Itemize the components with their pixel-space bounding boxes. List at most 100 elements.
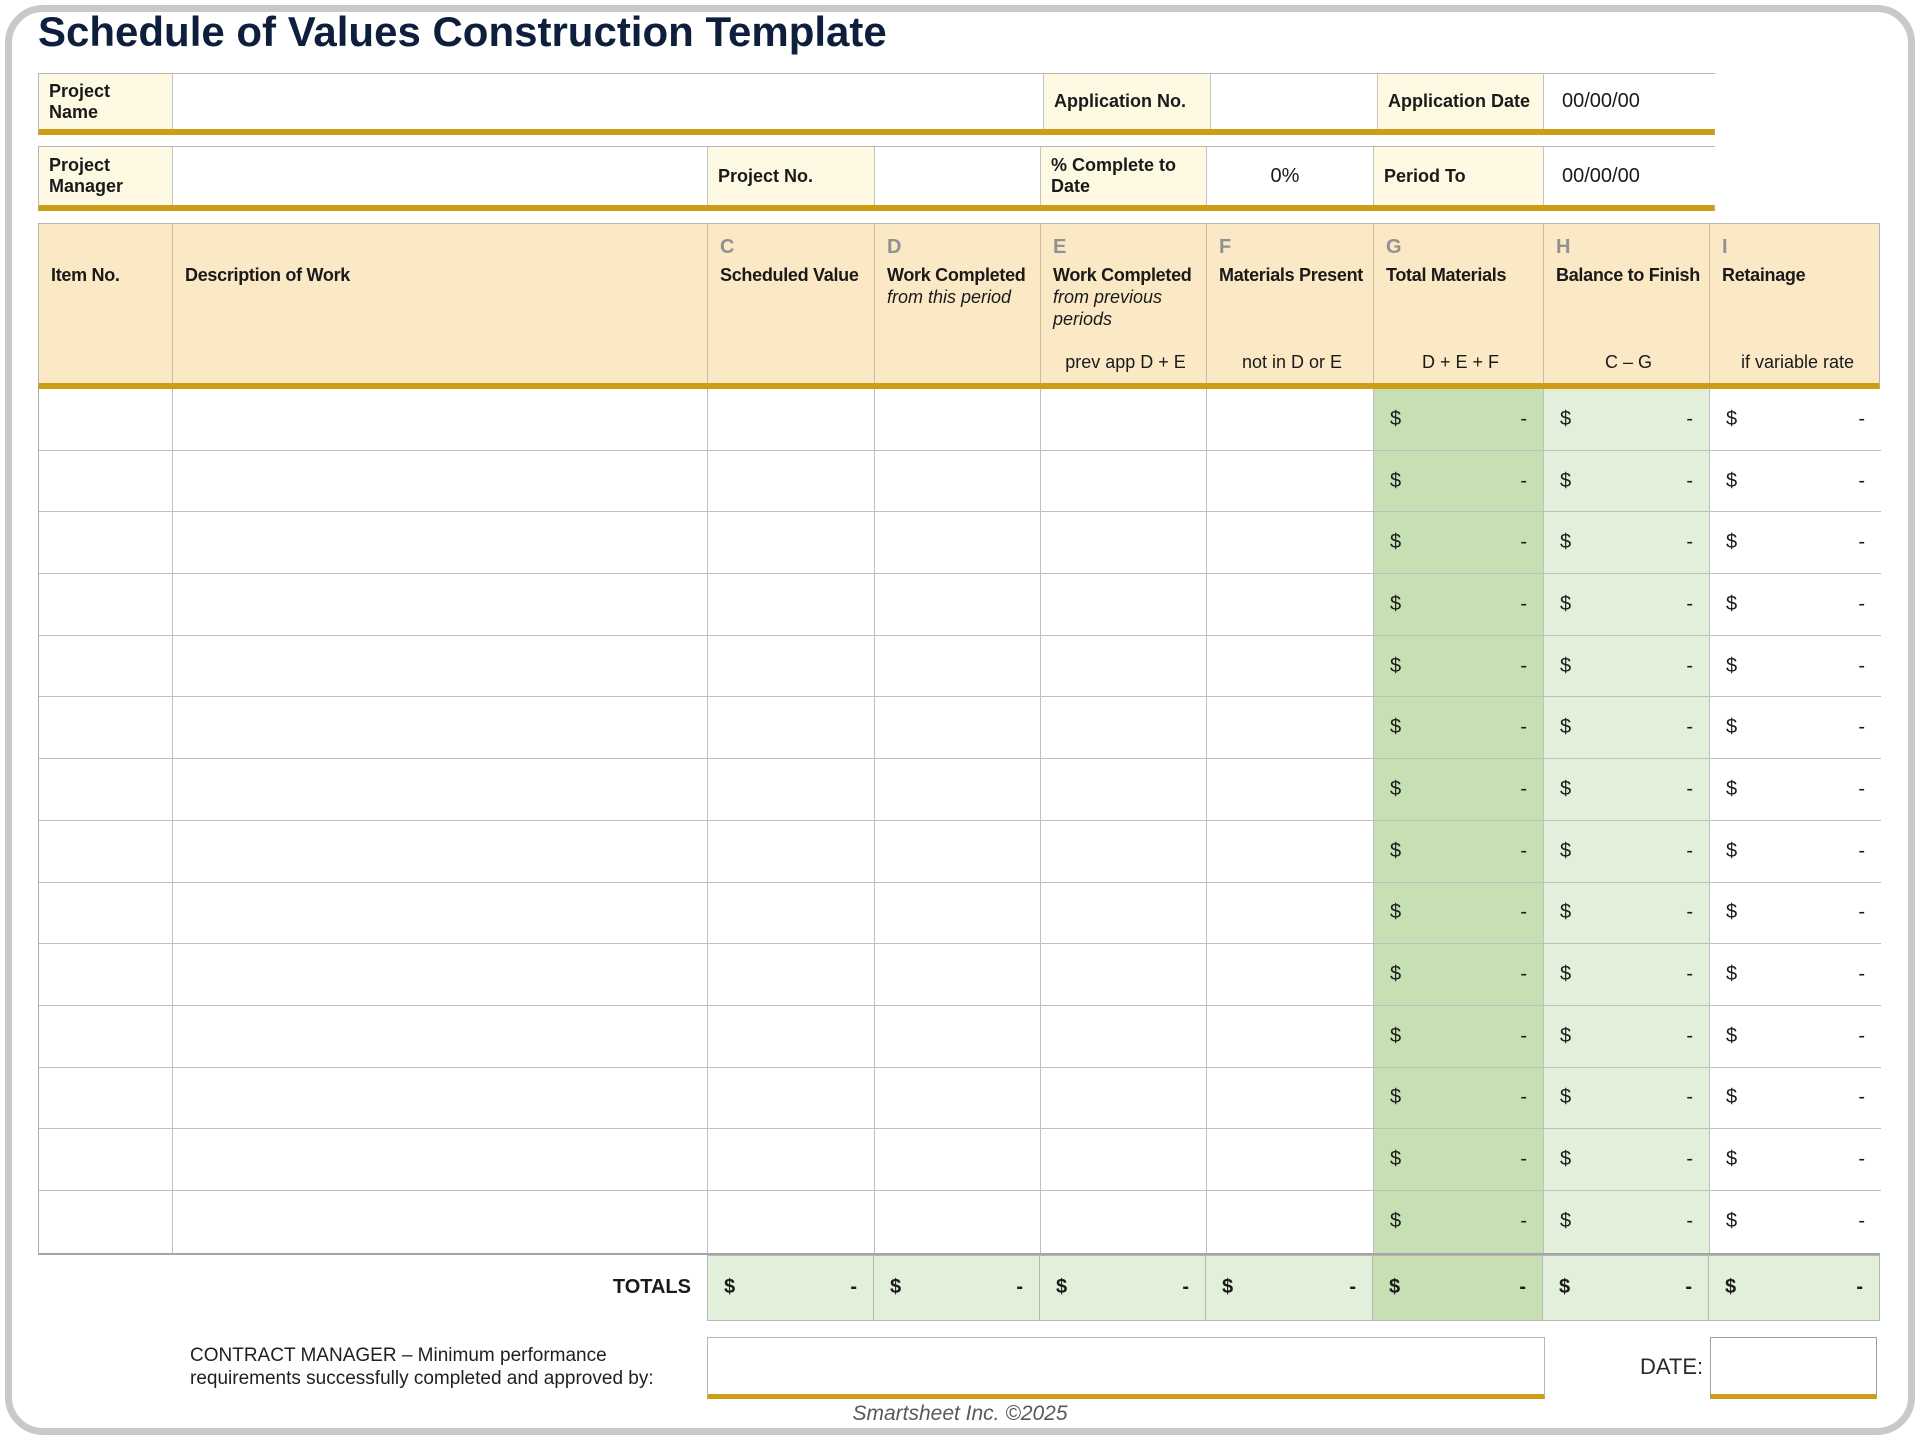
input-cell-item-no[interactable]	[39, 1129, 173, 1191]
input-cell-work-completed-prev[interactable]	[1041, 512, 1207, 575]
input-cell-work-completed-prev[interactable]	[1041, 450, 1207, 513]
input-cell-materials-present[interactable]	[1207, 1005, 1374, 1068]
application-date-field[interactable]: 00/00/00	[1544, 74, 1716, 129]
input-cell-work-completed-this[interactable]	[875, 1005, 1041, 1068]
input-cell-materials-present[interactable]	[1207, 512, 1374, 575]
input-cell-item-no[interactable]	[39, 759, 173, 821]
input-cell-item-no[interactable]	[39, 389, 173, 451]
input-cell-work-completed-prev[interactable]	[1041, 944, 1207, 1006]
input-cell-work-completed-this[interactable]	[875, 1067, 1041, 1130]
input-cell-item-no[interactable]	[39, 1190, 173, 1253]
input-cell-work-completed-this[interactable]	[875, 574, 1041, 636]
input-cell-description[interactable]	[173, 1067, 708, 1130]
input-cell-item-no[interactable]	[39, 820, 173, 883]
input-cell-item-no[interactable]	[39, 574, 173, 636]
input-cell-work-completed-prev[interactable]	[1041, 1067, 1207, 1130]
input-cell-work-completed-this[interactable]	[875, 635, 1041, 698]
column-title: Work Completed	[1053, 265, 1192, 285]
input-cell-work-completed-prev[interactable]	[1041, 1129, 1207, 1191]
input-cell-work-completed-this[interactable]	[875, 882, 1041, 945]
input-cell-scheduled-value[interactable]	[708, 759, 875, 821]
input-cell-materials-present[interactable]	[1207, 389, 1374, 451]
pct-complete-field[interactable]: 0%	[1207, 147, 1374, 205]
input-cell-scheduled-value[interactable]	[708, 1190, 875, 1253]
input-cell-scheduled-value[interactable]	[708, 882, 875, 945]
money-cell-work-completed-this-total: $ -	[874, 1254, 1040, 1321]
input-cell-work-completed-prev[interactable]	[1041, 574, 1207, 636]
currency-symbol: $	[1390, 901, 1402, 924]
application-no-field[interactable]	[1211, 74, 1378, 129]
input-cell-materials-present[interactable]	[1207, 574, 1374, 636]
input-cell-work-completed-this[interactable]	[875, 944, 1041, 1006]
input-cell-item-no[interactable]	[39, 1067, 173, 1130]
input-cell-scheduled-value[interactable]	[708, 1005, 875, 1068]
input-cell-work-completed-this[interactable]	[875, 1129, 1041, 1191]
input-cell-description[interactable]	[173, 759, 708, 821]
input-cell-work-completed-prev[interactable]	[1041, 697, 1207, 760]
input-cell-work-completed-prev[interactable]	[1041, 1190, 1207, 1253]
currency-symbol: $	[1559, 1276, 1571, 1299]
input-cell-description[interactable]	[173, 512, 708, 575]
input-cell-work-completed-this[interactable]	[875, 512, 1041, 575]
date-field[interactable]	[1710, 1337, 1877, 1399]
contract-manager-signature-field[interactable]	[707, 1337, 1545, 1399]
column-title: Retainage	[1722, 265, 1806, 285]
input-cell-work-completed-this[interactable]	[875, 697, 1041, 760]
input-cell-materials-present[interactable]	[1207, 1067, 1374, 1130]
input-cell-item-no[interactable]	[39, 697, 173, 760]
input-cell-item-no[interactable]	[39, 450, 173, 513]
input-cell-description[interactable]	[173, 1129, 708, 1191]
input-cell-materials-present[interactable]	[1207, 944, 1374, 1006]
input-cell-materials-present[interactable]	[1207, 882, 1374, 945]
input-cell-description[interactable]	[173, 389, 708, 451]
period-to-field[interactable]: 00/00/00	[1544, 147, 1716, 205]
input-cell-work-completed-prev[interactable]	[1041, 389, 1207, 451]
input-cell-work-completed-this[interactable]	[875, 1190, 1041, 1253]
input-cell-description[interactable]	[173, 1190, 708, 1253]
input-cell-work-completed-prev[interactable]	[1041, 820, 1207, 883]
input-cell-scheduled-value[interactable]	[708, 1129, 875, 1191]
project-manager-field[interactable]	[173, 147, 708, 205]
input-cell-description[interactable]	[173, 574, 708, 636]
input-cell-item-no[interactable]	[39, 944, 173, 1006]
input-cell-materials-present[interactable]	[1207, 1129, 1374, 1191]
input-cell-description[interactable]	[173, 944, 708, 1006]
input-cell-item-no[interactable]	[39, 512, 173, 575]
input-cell-scheduled-value[interactable]	[708, 389, 875, 451]
input-cell-scheduled-value[interactable]	[708, 944, 875, 1006]
input-cell-description[interactable]	[173, 1005, 708, 1068]
input-cell-scheduled-value[interactable]	[708, 635, 875, 698]
input-cell-scheduled-value[interactable]	[708, 820, 875, 883]
input-cell-materials-present[interactable]	[1207, 820, 1374, 883]
input-cell-description[interactable]	[173, 882, 708, 945]
project-name-field[interactable]	[173, 74, 1044, 129]
input-cell-scheduled-value[interactable]	[708, 512, 875, 575]
project-no-field[interactable]	[875, 147, 1041, 205]
input-cell-scheduled-value[interactable]	[708, 450, 875, 513]
input-cell-description[interactable]	[173, 820, 708, 883]
input-cell-item-no[interactable]	[39, 635, 173, 698]
input-cell-materials-present[interactable]	[1207, 450, 1374, 513]
input-cell-scheduled-value[interactable]	[708, 697, 875, 760]
input-cell-item-no[interactable]	[39, 882, 173, 945]
input-cell-scheduled-value[interactable]	[708, 1067, 875, 1130]
empty-amount: -	[1520, 1086, 1527, 1109]
input-cell-work-completed-this[interactable]	[875, 820, 1041, 883]
input-cell-work-completed-this[interactable]	[875, 450, 1041, 513]
input-cell-work-completed-prev[interactable]	[1041, 882, 1207, 945]
input-cell-materials-present[interactable]	[1207, 759, 1374, 821]
input-cell-materials-present[interactable]	[1207, 697, 1374, 760]
input-cell-materials-present[interactable]	[1207, 635, 1374, 698]
input-cell-work-completed-this[interactable]	[875, 759, 1041, 821]
input-cell-description[interactable]	[173, 635, 708, 698]
input-cell-item-no[interactable]	[39, 1005, 173, 1068]
money-cell-balance-to-finish: $ -	[1544, 450, 1710, 513]
input-cell-scheduled-value[interactable]	[708, 574, 875, 636]
input-cell-work-completed-prev[interactable]	[1041, 1005, 1207, 1068]
input-cell-work-completed-this[interactable]	[875, 389, 1041, 451]
input-cell-description[interactable]	[173, 450, 708, 513]
input-cell-work-completed-prev[interactable]	[1041, 759, 1207, 821]
input-cell-description[interactable]	[173, 697, 708, 760]
input-cell-materials-present[interactable]	[1207, 1190, 1374, 1253]
input-cell-work-completed-prev[interactable]	[1041, 635, 1207, 698]
